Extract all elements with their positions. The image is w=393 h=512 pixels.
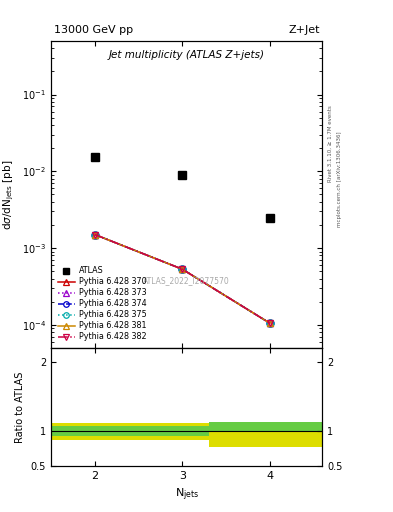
Pythia 6.428 373 bbox=[92, 231, 97, 238]
Pythia 6.428 370 bbox=[267, 320, 272, 326]
Pythia 6.428 382 bbox=[267, 320, 272, 326]
Line: Pythia 6.428 370: Pythia 6.428 370 bbox=[91, 231, 273, 327]
Pythia 6.428 375 bbox=[92, 231, 97, 238]
Text: Jet multiplicity (ATLAS Z+jets): Jet multiplicity (ATLAS Z+jets) bbox=[109, 50, 264, 60]
Legend: ATLAS, Pythia 6.428 370, Pythia 6.428 373, Pythia 6.428 374, Pythia 6.428 375, P: ATLAS, Pythia 6.428 370, Pythia 6.428 37… bbox=[55, 264, 149, 344]
Text: mcplots.cern.ch [arXiv:1306.3436]: mcplots.cern.ch [arXiv:1306.3436] bbox=[337, 132, 342, 227]
Pythia 6.428 374 bbox=[267, 320, 272, 326]
Y-axis label: d$\sigma$/dN$_{\mathsf{jets}}$ [pb]: d$\sigma$/dN$_{\mathsf{jets}}$ [pb] bbox=[2, 159, 17, 229]
Text: ATLAS_2022_I2077570: ATLAS_2022_I2077570 bbox=[143, 276, 230, 285]
Pythia 6.428 373 bbox=[267, 320, 272, 326]
Pythia 6.428 370 bbox=[92, 231, 97, 238]
X-axis label: N$_{\mathsf{jets}}$: N$_{\mathsf{jets}}$ bbox=[174, 486, 199, 503]
ATLAS bbox=[267, 215, 272, 221]
Y-axis label: Ratio to ATLAS: Ratio to ATLAS bbox=[15, 371, 25, 442]
Line: Pythia 6.428 375: Pythia 6.428 375 bbox=[91, 231, 273, 327]
Text: Rivet 3.1.10, ≥ 1.7M events: Rivet 3.1.10, ≥ 1.7M events bbox=[328, 105, 333, 182]
Pythia 6.428 381 bbox=[92, 231, 97, 238]
Pythia 6.428 375 bbox=[180, 266, 185, 272]
Line: ATLAS: ATLAS bbox=[91, 153, 274, 222]
Line: Pythia 6.428 382: Pythia 6.428 382 bbox=[91, 231, 273, 327]
Pythia 6.428 375 bbox=[267, 320, 272, 326]
Pythia 6.428 381 bbox=[267, 320, 272, 326]
Line: Pythia 6.428 381: Pythia 6.428 381 bbox=[91, 231, 273, 327]
ATLAS bbox=[92, 154, 97, 160]
Line: Pythia 6.428 373: Pythia 6.428 373 bbox=[91, 231, 273, 327]
Pythia 6.428 370 bbox=[180, 266, 185, 272]
Pythia 6.428 374 bbox=[92, 231, 97, 238]
Pythia 6.428 374 bbox=[180, 266, 185, 272]
Pythia 6.428 382 bbox=[180, 266, 185, 272]
Pythia 6.428 382 bbox=[92, 231, 97, 238]
Pythia 6.428 381 bbox=[180, 266, 185, 272]
Text: Z+Jet: Z+Jet bbox=[288, 25, 320, 35]
Line: Pythia 6.428 374: Pythia 6.428 374 bbox=[91, 231, 273, 327]
Text: 13000 GeV pp: 13000 GeV pp bbox=[54, 25, 133, 35]
Pythia 6.428 373 bbox=[180, 266, 185, 272]
ATLAS bbox=[180, 172, 185, 178]
